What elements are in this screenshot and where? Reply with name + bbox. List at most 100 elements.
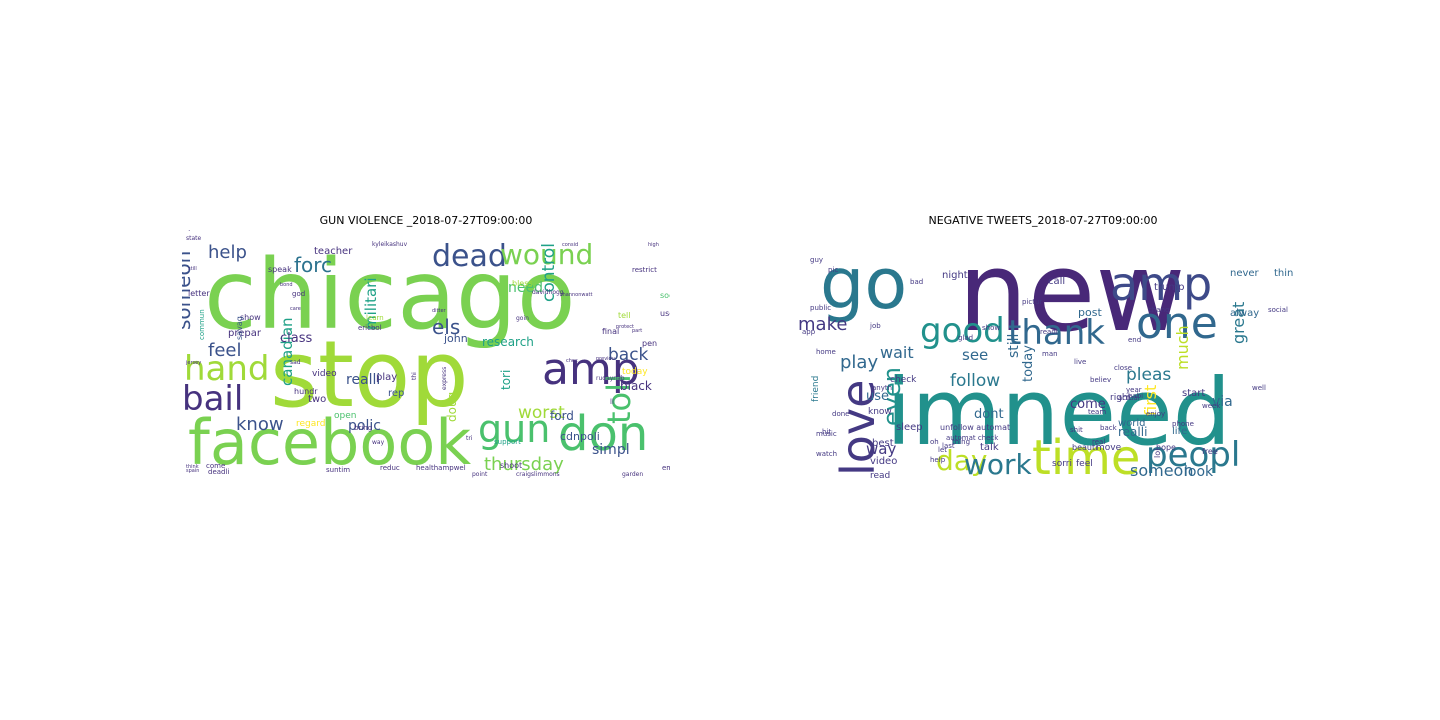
word: even <box>878 367 906 426</box>
word: goin <box>516 315 529 322</box>
word: letter <box>188 289 210 298</box>
word: call <box>1048 276 1065 287</box>
word: peopl <box>1146 435 1240 475</box>
word: speak <box>268 265 292 274</box>
word: well <box>1252 384 1266 392</box>
word: chang <box>1148 306 1169 314</box>
word: new <box>958 230 1185 356</box>
word: use <box>866 389 889 404</box>
word: bring <box>354 424 372 432</box>
word: never <box>1230 268 1260 279</box>
word: hundr <box>294 387 318 396</box>
word: time <box>1032 430 1140 484</box>
word: show <box>982 324 1000 332</box>
word: end <box>1128 336 1141 344</box>
word: facebook <box>188 406 471 479</box>
word: life <box>1172 426 1187 437</box>
word: last <box>942 442 955 450</box>
word: dead <box>432 239 507 274</box>
word: enjoy <box>1146 410 1165 418</box>
word: dont <box>974 407 1004 422</box>
word: alway <box>1230 308 1259 319</box>
word: state <box>186 235 202 242</box>
word: still <box>188 266 197 272</box>
word: ford <box>550 409 574 423</box>
word: unfollow automat <box>940 423 1010 432</box>
word: play <box>840 352 878 373</box>
word: phone <box>1172 420 1194 428</box>
word: guy <box>810 256 823 264</box>
word: best <box>872 438 894 449</box>
word: sleep <box>896 422 923 433</box>
word: see <box>962 346 988 364</box>
word: savag <box>235 316 244 340</box>
word: lol <box>1153 449 1162 458</box>
word: support <box>494 438 521 446</box>
word: ditter <box>432 308 447 314</box>
word: soon <box>660 291 670 300</box>
word: oh <box>930 438 939 446</box>
word: look <box>1184 464 1214 480</box>
wordcloud-panel-gun-violence: GUN VIOLENCE _2018-07-27T09:00:00 chicag… <box>182 214 670 479</box>
word: els <box>432 315 460 339</box>
word: restrict <box>632 266 657 274</box>
word: hey <box>182 230 191 232</box>
word: regard <box>296 419 326 429</box>
wordcloud-panel-negative-tweets: NEGATIVE TWEETS_2018-07-27T09:00:00 new i… <box>720 0 1440 720</box>
word: come <box>206 462 225 470</box>
word: hand <box>184 349 270 389</box>
word: think <box>186 464 199 470</box>
word: deadli <box>208 468 229 476</box>
word: bless <box>512 279 533 288</box>
word: work <box>964 448 1033 481</box>
word: first <box>1141 385 1160 416</box>
word: high <box>648 242 659 248</box>
word: tell <box>618 311 631 320</box>
word: thi <box>411 372 418 380</box>
word: good <box>920 311 1005 351</box>
word: wound <box>500 238 593 271</box>
word: free <box>1202 447 1218 456</box>
word: world <box>1118 418 1146 429</box>
word: back <box>608 345 649 365</box>
word: team <box>1088 408 1106 416</box>
word: thank <box>1008 313 1105 353</box>
word: sorri <box>1052 459 1072 469</box>
word: rep <box>388 388 404 399</box>
word: rudaynab <box>596 375 625 382</box>
word: trump <box>1154 282 1184 293</box>
word: thursday <box>484 454 564 475</box>
word: bond <box>280 282 293 288</box>
word: social <box>1268 306 1288 314</box>
word: learn <box>366 314 384 322</box>
word: know <box>236 414 284 435</box>
word: previou <box>596 356 615 362</box>
word: spain <box>186 468 199 474</box>
word: shit <box>1070 426 1083 434</box>
word: craigslimmons <box>516 471 560 478</box>
word: sad <box>290 359 301 366</box>
word: video <box>870 456 897 467</box>
word: realli <box>346 372 380 388</box>
word: don <box>558 406 648 462</box>
word: bail <box>182 379 243 419</box>
word: real <box>1092 438 1105 446</box>
word: friend <box>811 376 821 402</box>
word: one <box>1136 298 1218 349</box>
word: let <box>938 446 947 454</box>
word: bad <box>910 278 923 286</box>
word: automat check <box>946 434 999 442</box>
word: wait <box>880 343 914 362</box>
word: worst <box>518 403 565 423</box>
word: read <box>870 471 890 481</box>
word: shoot <box>500 461 522 470</box>
word: cdnpoli <box>560 430 600 443</box>
word: point <box>472 471 488 478</box>
word: emot <box>662 464 670 472</box>
word: follow <box>950 371 1000 391</box>
word: done <box>832 410 849 418</box>
word: back <box>1100 424 1118 432</box>
word: two <box>308 394 326 405</box>
word: close <box>1114 364 1132 372</box>
